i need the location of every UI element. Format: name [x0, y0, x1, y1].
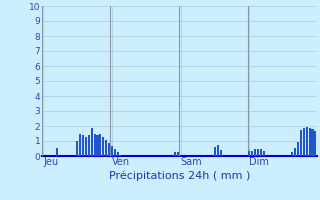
Bar [94, 134, 96, 156]
Bar [91, 128, 93, 156]
Bar [56, 148, 58, 156]
Bar [111, 146, 113, 156]
Bar [300, 130, 302, 156]
Bar [82, 135, 84, 156]
Bar [308, 128, 311, 156]
Bar [119, 154, 121, 156]
Bar [251, 151, 253, 156]
Bar [177, 152, 179, 156]
Bar [303, 128, 305, 156]
X-axis label: Précipitations 24h ( mm ): Précipitations 24h ( mm ) [108, 170, 250, 181]
Bar [85, 137, 87, 156]
Bar [174, 152, 176, 156]
Bar [100, 134, 101, 156]
Bar [292, 152, 293, 156]
Bar [306, 127, 308, 156]
Bar [260, 149, 262, 156]
Bar [257, 149, 259, 156]
Bar [79, 134, 81, 156]
Bar [76, 141, 78, 156]
Bar [105, 140, 107, 156]
Bar [108, 142, 110, 156]
Bar [254, 149, 256, 156]
Bar [97, 135, 99, 156]
Bar [263, 151, 265, 156]
Bar [314, 130, 316, 156]
Bar [297, 142, 299, 156]
Bar [116, 152, 119, 156]
Bar [294, 148, 296, 156]
Bar [217, 145, 219, 156]
Bar [214, 147, 216, 156]
Bar [311, 129, 314, 156]
Bar [88, 135, 90, 156]
Bar [248, 151, 251, 156]
Bar [114, 148, 116, 156]
Bar [220, 150, 222, 156]
Bar [102, 137, 104, 156]
